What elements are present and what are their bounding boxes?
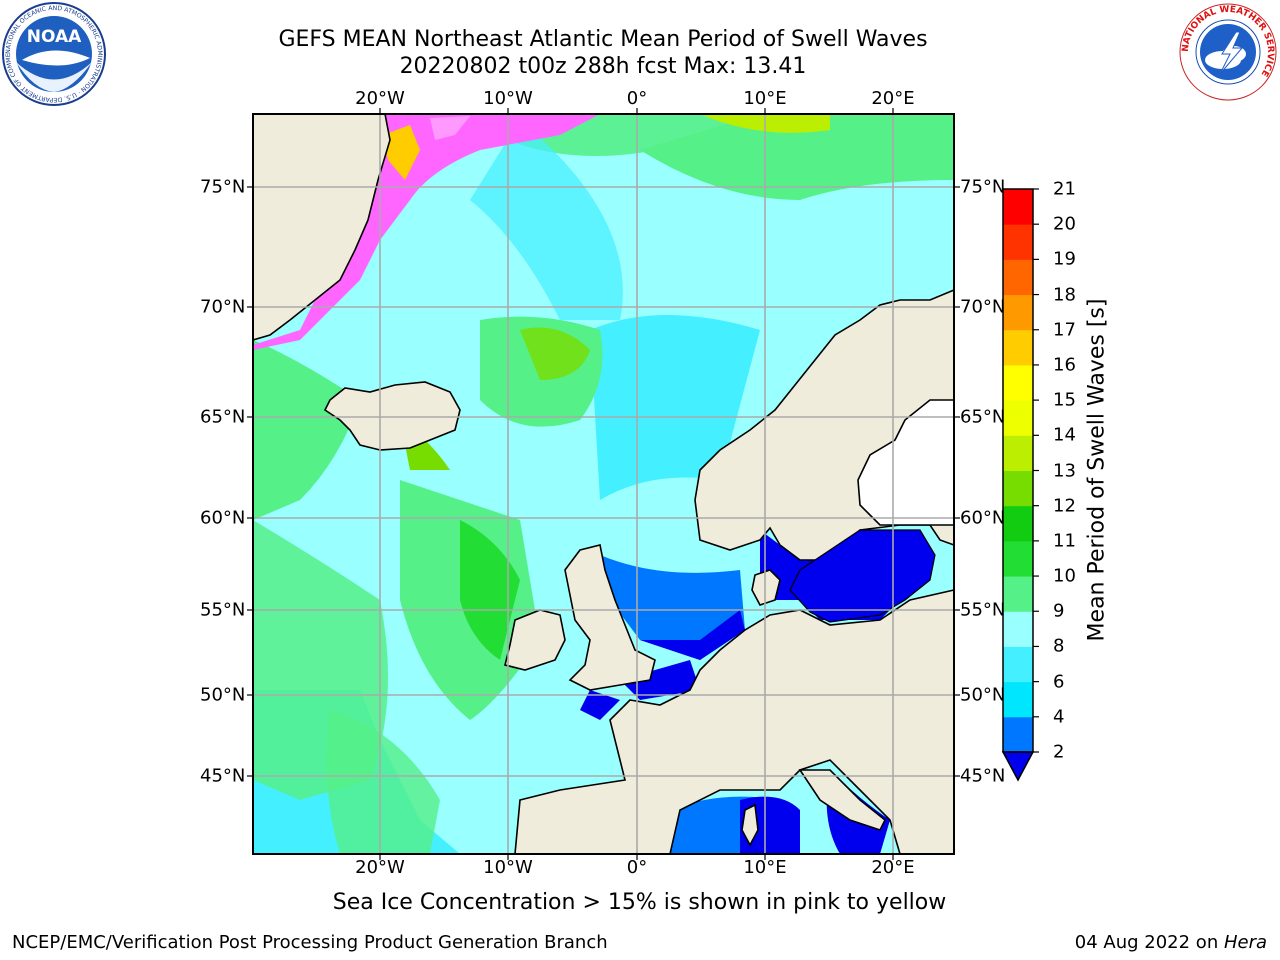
colorbar-tick-label: 11 xyxy=(1053,530,1076,552)
colorbar-segment xyxy=(1003,364,1033,401)
lat-label-left: 55°N xyxy=(200,599,246,621)
footer-date: 04 Aug 2022 on Hera xyxy=(1075,932,1267,953)
colorbar xyxy=(1001,188,1039,782)
lat-label-left: 70°N xyxy=(200,296,246,318)
iceland-land xyxy=(323,381,461,451)
denmark-land xyxy=(751,569,781,606)
colorbar-segment xyxy=(1003,259,1033,296)
lat-label-left: 65°N xyxy=(200,406,246,428)
no-data-region xyxy=(857,399,955,526)
italy-land xyxy=(798,769,887,831)
colorbar-tick-label: 6 xyxy=(1053,671,1065,693)
colorbar-tick-label: 18 xyxy=(1053,284,1076,306)
footer-machine: Hera xyxy=(1223,932,1267,953)
colorbar-segment xyxy=(1003,540,1033,577)
greenland-land xyxy=(252,113,391,342)
colorbar-tick-label: 14 xyxy=(1053,424,1076,446)
swell-green-region xyxy=(326,710,440,854)
colorbar-segment xyxy=(1003,329,1033,366)
colorbar-segment xyxy=(1003,576,1033,612)
map-subtitle: 20220802 t00z 288h fcst Max: 13.41 xyxy=(399,54,807,79)
map-title: GEFS MEAN Northeast Atlantic Mean Period… xyxy=(278,27,928,52)
colorbar-label: Mean Period of Swell Waves [s] xyxy=(1084,298,1110,642)
footer-date-text: 04 Aug 2022 on xyxy=(1074,932,1224,953)
short-period-region xyxy=(580,690,620,720)
lat-label-left: 45°N xyxy=(200,765,246,787)
colorbar-tick-label: 10 xyxy=(1053,565,1076,587)
colorbar-tick-label: 4 xyxy=(1053,706,1065,728)
colorbar-tick-label: 2 xyxy=(1053,741,1065,763)
lat-label-right: 50°N xyxy=(960,684,1006,706)
colorbar-tick-label: 9 xyxy=(1053,600,1065,622)
colorbar-segment xyxy=(1003,611,1033,647)
colorbar-tick-label: 13 xyxy=(1053,460,1076,481)
sea-ice-region xyxy=(430,116,470,140)
lon-label-bottom: 10°E xyxy=(743,857,787,878)
lon-label-bottom: 20°W xyxy=(355,857,405,878)
short-period-region xyxy=(789,529,936,623)
swell-green-region xyxy=(460,520,520,660)
nws-logo: NATIONAL WEATHER SERVICE xyxy=(1178,2,1278,106)
lon-label-top: 20°E xyxy=(871,88,915,109)
colorbar-segment xyxy=(1003,470,1033,507)
lon-label-top: 0° xyxy=(626,88,648,109)
short-period-region xyxy=(640,610,745,660)
colorbar-segment xyxy=(1003,681,1033,718)
colorbar-segment xyxy=(1003,435,1033,471)
colorbar-tick-label: 19 xyxy=(1053,248,1076,270)
swell-green-region xyxy=(520,327,590,380)
colorbar-segment xyxy=(1003,400,1033,436)
lat-label-right: 60°N xyxy=(960,507,1006,529)
lat-label-right: 45°N xyxy=(960,765,1006,787)
colorbar-tick-label: 12 xyxy=(1053,495,1076,517)
colorbar-tick-label: 20 xyxy=(1053,213,1076,235)
axis-ticks xyxy=(247,108,960,860)
lon-label-bottom: 20°E xyxy=(871,857,915,878)
graticule xyxy=(253,114,954,854)
ocean-cyan-region xyxy=(640,114,954,200)
swell-green-region xyxy=(253,340,360,520)
sardinia-land xyxy=(741,803,759,847)
sea-ice-region xyxy=(253,114,600,350)
noaa-logo: NOAA NATIONAL OCEANIC AND ATMOSPHERIC AD… xyxy=(0,0,106,110)
colorbar-extend-arrow xyxy=(1001,751,1035,782)
colorbar-segment xyxy=(1003,505,1033,542)
lon-label-top: 10°W xyxy=(483,88,533,109)
lat-label-left: 60°N xyxy=(200,507,246,529)
svg-text:NOAA: NOAA xyxy=(27,27,82,47)
lat-label-left: 75°N xyxy=(200,176,246,198)
colorbar-tick-label: 21 xyxy=(1053,178,1076,200)
colorbar-tick-label: 17 xyxy=(1053,319,1076,341)
lat-label-right: 70°N xyxy=(960,296,1006,318)
colorbar-segment xyxy=(1003,294,1033,331)
footer-credit: NCEP/EMC/Verification Post Processing Pr… xyxy=(12,932,608,953)
europe-land xyxy=(514,588,955,855)
lat-label-right: 65°N xyxy=(960,406,1006,428)
sea-ice-region xyxy=(383,125,420,180)
lon-label-top: 10°E xyxy=(743,88,787,109)
lon-label-bottom: 10°W xyxy=(483,857,533,878)
short-period-region xyxy=(620,660,700,700)
colorbar-segment xyxy=(1003,646,1033,683)
great-britain-land xyxy=(564,544,656,691)
lat-label-right: 55°N xyxy=(960,599,1006,621)
colorbar-segment xyxy=(1003,189,1033,225)
colorbar-tick-label: 8 xyxy=(1053,635,1065,657)
land-areas xyxy=(252,113,955,855)
lon-label-top: 20°W xyxy=(355,88,405,109)
colorbar-tick-label: 16 xyxy=(1053,354,1076,376)
lat-label-left: 50°N xyxy=(200,684,246,706)
colorbar-segment xyxy=(1003,224,1033,260)
colorbar-tick-label: 15 xyxy=(1053,389,1076,411)
colorbar-segment xyxy=(1003,716,1033,753)
map-frame xyxy=(252,113,955,855)
sea-ice-caption: Sea Ice Concentration > 15% is shown in … xyxy=(332,890,947,915)
lat-label-right: 75°N xyxy=(960,176,1006,198)
lon-label-bottom: 0° xyxy=(626,857,648,878)
